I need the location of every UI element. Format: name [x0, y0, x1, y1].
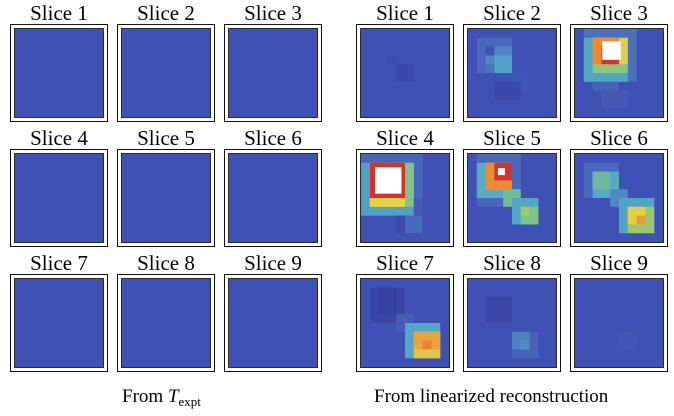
- slice-title: Slice 7: [30, 251, 88, 275]
- slice-title: Slice 9: [244, 251, 302, 275]
- slice-title: Slice 2: [137, 1, 195, 25]
- left-caption: From Texpt: [122, 386, 201, 413]
- slice-image: [10, 274, 108, 372]
- slice-title: Slice 9: [590, 251, 648, 275]
- slice-image: [463, 274, 561, 372]
- slice-title: Slice 8: [483, 251, 541, 275]
- slice-title: Slice 3: [244, 1, 302, 25]
- slice-image: [356, 149, 454, 247]
- slice-image: [570, 149, 668, 247]
- slice-title: Slice 1: [30, 1, 88, 25]
- slice-title: Slice 8: [137, 251, 195, 275]
- slice-title: Slice 5: [137, 126, 195, 150]
- slice-title: Slice 1: [376, 1, 434, 25]
- slice-image: [356, 24, 454, 122]
- slice-title: Slice 6: [590, 126, 648, 150]
- slice-image: [570, 24, 668, 122]
- slice-title: Slice 3: [590, 1, 648, 25]
- slice-image: [10, 24, 108, 122]
- slice-image: [224, 274, 322, 372]
- slice-title: Slice 5: [483, 126, 541, 150]
- slice-image: [570, 274, 668, 372]
- slice-image: [224, 24, 322, 122]
- slice-image: [117, 274, 215, 372]
- slice-title: Slice 7: [376, 251, 434, 275]
- slice-image: [356, 274, 454, 372]
- right-caption: From linearized reconstruction: [374, 386, 609, 407]
- slice-title: Slice 6: [244, 126, 302, 150]
- slice-image: [463, 149, 561, 247]
- slice-image: [117, 149, 215, 247]
- caption-prefix: From: [122, 386, 168, 407]
- slice-image: [10, 149, 108, 247]
- slice-title: Slice 4: [30, 126, 88, 150]
- caption-symbol: T: [167, 386, 179, 407]
- slice-title: Slice 4: [376, 126, 434, 150]
- slice-image: [224, 149, 322, 247]
- slice-image: [117, 24, 215, 122]
- caption-subscript: expt: [178, 394, 201, 409]
- slice-title: Slice 2: [483, 1, 541, 25]
- slice-image: [463, 24, 561, 122]
